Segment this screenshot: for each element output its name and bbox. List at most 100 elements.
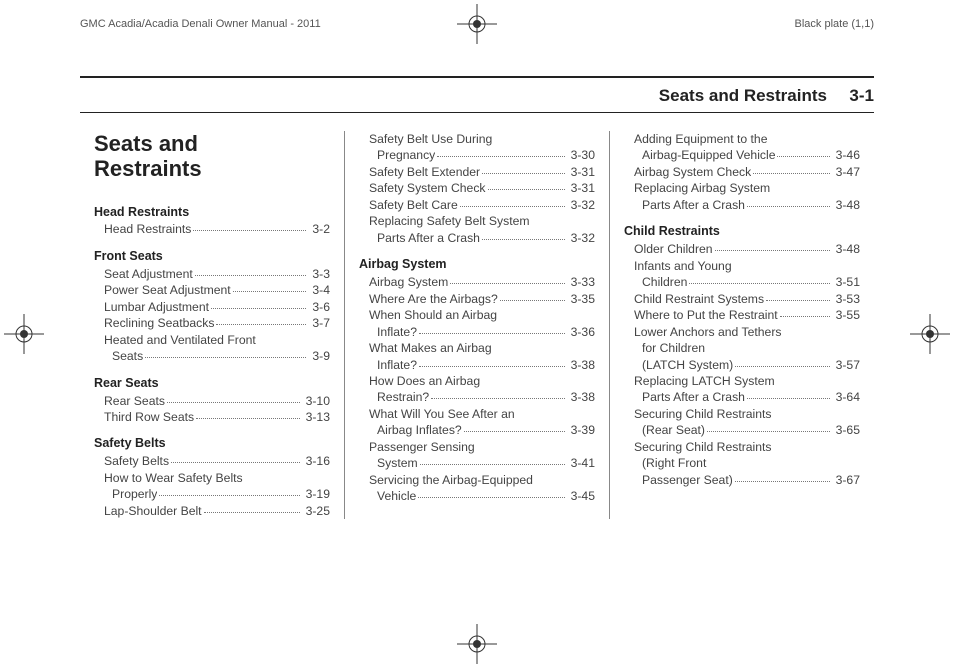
toc-leader [460,206,565,207]
toc-page: 3-48 [834,197,860,213]
toc-entry: Adding Equipment to theAirbag-Equipped V… [634,131,860,164]
toc-entry: Safety Belt Care3-32 [369,197,595,213]
toc-page: 3-2 [310,221,330,237]
toc-label: Lower Anchors and Tethers [634,324,860,340]
toc-page: 3-13 [304,409,330,425]
toc-label: Airbag System [369,274,448,290]
toc-leader [195,275,307,276]
toc-label: How Does an Airbag [369,373,595,389]
toc-page: 3-16 [304,453,330,469]
toc-label: Parts After a Crash [642,197,745,213]
toc-leader [488,189,565,190]
toc-label: Airbag System Check [634,164,751,180]
toc-label: Securing Child Restraints [634,406,860,422]
toc-page: 3-32 [569,197,595,213]
toc-leader [204,512,300,513]
toc-leader [216,324,306,325]
toc-column-2: Safety Belt Use DuringPregnancy3-30Safet… [344,131,609,519]
toc-label: Reclining Seatbacks [104,315,214,331]
toc-label: Replacing LATCH System [634,373,860,389]
toc-page: 3-47 [834,164,860,180]
toc-entry: Safety Belts3-16 [104,453,330,469]
toc-label: Parts After a Crash [377,230,480,246]
toc-leader [735,366,829,367]
toc-entry: Airbag System Check 3-47 [634,164,860,180]
toc-page: 3-65 [834,422,860,438]
toc-leader [159,495,299,496]
toc-page: 3-38 [569,357,595,373]
toc-entry: Replacing Safety Belt SystemParts After … [369,213,595,246]
toc-leader [419,366,565,367]
toc-heading: Head Restraints [94,204,330,221]
toc-leader [747,206,830,207]
chapter-title: Seats andRestraints [94,131,330,182]
header-left: GMC Acadia/Acadia Denali Owner Manual - … [80,18,321,30]
toc-heading: Front Seats [94,248,330,265]
toc-entry: Where Are the Airbags?3-35 [369,291,595,307]
toc-leader [689,283,829,284]
toc-label: Where to Put the Restraint [634,307,778,323]
toc-label: Infants and Young [634,258,860,274]
toc-label: Airbag Inflates? [377,422,462,438]
toc-page: 3-6 [310,299,330,315]
toc-entry: Airbag System3-33 [369,274,595,290]
toc-leader [715,250,830,251]
toc-entry: How Does an AirbagRestrain?3-38 [369,373,595,406]
toc-entry: Rear Seats3-10 [104,393,330,409]
toc-page: 3-30 [569,147,595,163]
toc-page: 3-53 [834,291,860,307]
toc-leader [193,230,306,231]
crop-mark-top [457,4,497,44]
toc-label: Inflate? [377,357,417,373]
toc-page: 3-19 [304,486,330,502]
toc-page: 3-35 [569,291,595,307]
toc-label: Vehicle [377,488,416,504]
section-number: 3-1 [849,86,874,105]
toc-label: Seat Adjustment [104,266,193,282]
toc-label: Restrain? [377,389,429,405]
toc-leader [464,431,565,432]
toc-page: 3-39 [569,422,595,438]
toc-leader [500,300,565,301]
toc-column-1: Seats andRestraints Head RestraintsHead … [80,131,344,519]
toc-entry: What Will You See After anAirbag Inflate… [369,406,595,439]
toc-page: 3-7 [310,315,330,331]
toc-column-3: Adding Equipment to theAirbag-Equipped V… [609,131,874,519]
toc-entry: Head Restraints3-2 [104,221,330,237]
toc-entry: Securing Child Restraints(Right FrontPas… [634,439,860,488]
toc-label: Servicing the Airbag-Equipped [369,472,595,488]
crop-mark-bottom [457,624,497,664]
toc-page: 3-64 [834,389,860,405]
toc-label: Replacing Airbag System [634,180,860,196]
toc-entry: Lap-Shoulder Belt3-25 [104,503,330,519]
toc-label: Airbag-Equipped Vehicle [642,147,775,163]
toc-page: 3-55 [834,307,860,323]
toc-entry: How to Wear Safety BeltsProperly3-19 [104,470,330,503]
toc-entry: Lumbar Adjustment3-6 [104,299,330,315]
toc-leader [766,300,830,301]
toc-heading: Safety Belts [94,435,330,452]
header-right: Black plate (1,1) [795,18,874,30]
toc-page: 3-31 [569,164,595,180]
toc-heading: Child Restraints [624,223,860,240]
toc-leader [437,156,564,157]
toc-leader [167,402,300,403]
toc-label: Safety Belt Extender [369,164,480,180]
toc-page: 3-3 [310,266,330,282]
toc-heading: Airbag System [359,256,595,273]
toc-label: Securing Child Restraints [634,439,860,455]
toc-label: What Makes an Airbag [369,340,595,356]
toc-entry: Safety Belt Extender 3-31 [369,164,595,180]
toc-leader [777,156,829,157]
toc-entry: Replacing Airbag SystemParts After a Cra… [634,180,860,213]
toc-page: 3-36 [569,324,595,340]
toc-entry: Infants and YoungChildren3-51 [634,258,860,291]
toc-leader [735,481,830,482]
toc-entry: Replacing LATCH SystemParts After a Cras… [634,373,860,406]
toc-label: Passenger Sensing [369,439,595,455]
toc-entry: Safety System Check3-31 [369,180,595,196]
toc-page: 3-10 [304,393,330,409]
toc-entry: Third Row Seats3-13 [104,409,330,425]
toc-page: 3-48 [834,241,860,257]
toc-heading: Rear Seats [94,375,330,392]
